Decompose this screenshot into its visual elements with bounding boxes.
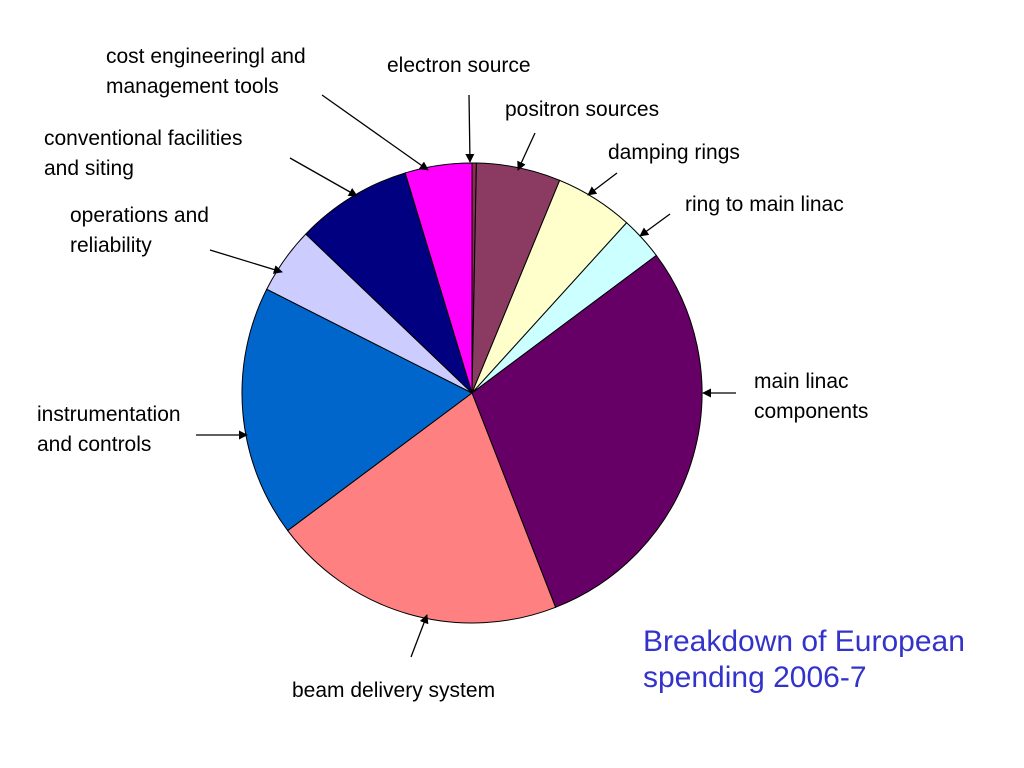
callout-arrow	[587, 172, 618, 196]
callout-arrow	[465, 94, 475, 163]
slice-label: conventional facilities and siting	[44, 127, 242, 180]
pie-slice	[471, 254, 703, 608]
callout-arrow	[410, 614, 429, 658]
slice-label: electron source	[387, 54, 531, 77]
pie-slice	[305, 172, 474, 395]
slice-label: main linac components	[754, 370, 868, 423]
pie-slices	[241, 162, 703, 624]
callout-arrow	[639, 213, 671, 237]
slice-label: operations and reliability	[70, 204, 209, 257]
callout-arrows	[196, 94, 736, 658]
callout-arrow	[289, 157, 358, 197]
slice-label: beam delivery system	[292, 679, 495, 702]
pie-slice	[404, 162, 473, 394]
pie-slice	[241, 288, 473, 532]
callout-arrow	[321, 94, 429, 171]
slice-label: ring to main linac	[685, 193, 844, 216]
chart-title: Breakdown of European spending 2006-7	[643, 625, 965, 694]
slice-label: damping rings	[608, 141, 740, 164]
callout-arrow	[209, 249, 283, 274]
pie-slice	[286, 392, 557, 624]
slice-label: instrumentation and controls	[37, 403, 181, 456]
callout-arrow	[517, 132, 536, 171]
slice-labels: electron source positron sources damping r…	[37, 45, 868, 702]
slice-label: cost engineeringl and management tools	[106, 45, 306, 98]
slice-label: positron sources	[505, 98, 659, 121]
